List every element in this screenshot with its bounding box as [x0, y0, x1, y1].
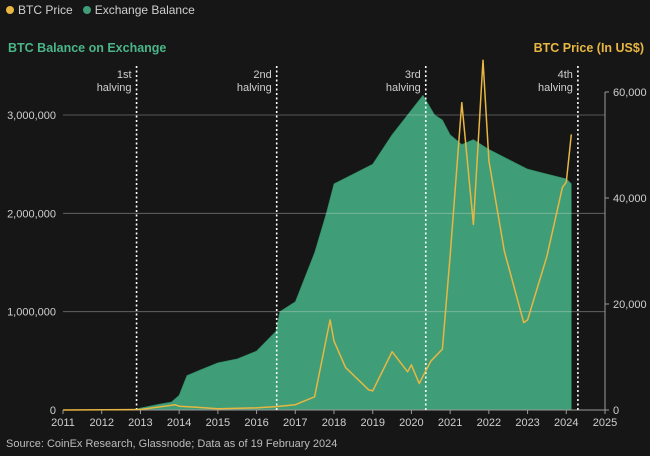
legend-balance-label: Exchange Balance — [94, 3, 195, 17]
x-tick-label: 2016 — [244, 417, 268, 429]
y-left-tick-label: 0 — [50, 405, 56, 417]
halving-label-word: halving — [237, 82, 272, 94]
x-tick-label: 2022 — [477, 417, 501, 429]
halving-label-ordinal: 3rd — [405, 69, 421, 81]
legend-item-balance[interactable]: Exchange Balance — [82, 3, 195, 17]
halving-label-word: halving — [97, 82, 132, 94]
halving-label-ordinal: 1st — [117, 69, 132, 81]
balance-area — [63, 94, 572, 411]
price-dot-icon — [6, 6, 14, 14]
x-tick-label: 2013 — [128, 417, 152, 429]
x-tick-label: 2017 — [283, 417, 307, 429]
x-tick-label: 2015 — [206, 417, 230, 429]
balance-dot-icon — [82, 6, 91, 14]
legend-item-price[interactable]: BTC Price — [6, 3, 73, 17]
right-axis-title: BTC Price (In US$) — [533, 41, 644, 55]
x-tick-label: 2012 — [89, 417, 113, 429]
halving-label-ordinal: 2nd — [253, 69, 271, 81]
x-tick-label: 2020 — [399, 417, 423, 429]
x-tick-label: 2021 — [438, 417, 462, 429]
source-note: Source: CoinEx Research, Glassnode; Data… — [6, 438, 338, 450]
x-tick-label: 2018 — [322, 417, 346, 429]
halving-label-word: halving — [386, 82, 421, 94]
y-right-tick-label: 40,000 — [613, 193, 647, 205]
y-right-tick-label: 0 — [613, 405, 619, 417]
x-tick-label: 2025 — [593, 417, 617, 429]
x-tick-label: 2023 — [515, 417, 539, 429]
legend: BTC Price Exchange Balance — [6, 3, 195, 17]
legend-price-label: BTC Price — [18, 3, 73, 17]
y-right-tick-label: 20,000 — [613, 299, 647, 311]
y-left-tick-label: 2,000,000 — [7, 208, 56, 220]
x-tick-label: 2011 — [51, 417, 75, 429]
y-left-tick-label: 3,000,000 — [7, 110, 56, 122]
price-line — [62, 59, 573, 411]
x-tick-label: 2019 — [360, 417, 384, 429]
x-tick-label: 2014 — [167, 417, 191, 429]
y-left-tick-label: 1,000,000 — [7, 307, 56, 319]
y-right-tick-label: 60,000 — [613, 87, 647, 99]
left-axis-title: BTC Balance on Exchange — [8, 41, 167, 55]
halving-label-ordinal: 4th — [558, 69, 573, 81]
x-tick-label: 2024 — [554, 417, 578, 429]
halving-label-word: halving — [538, 82, 573, 94]
